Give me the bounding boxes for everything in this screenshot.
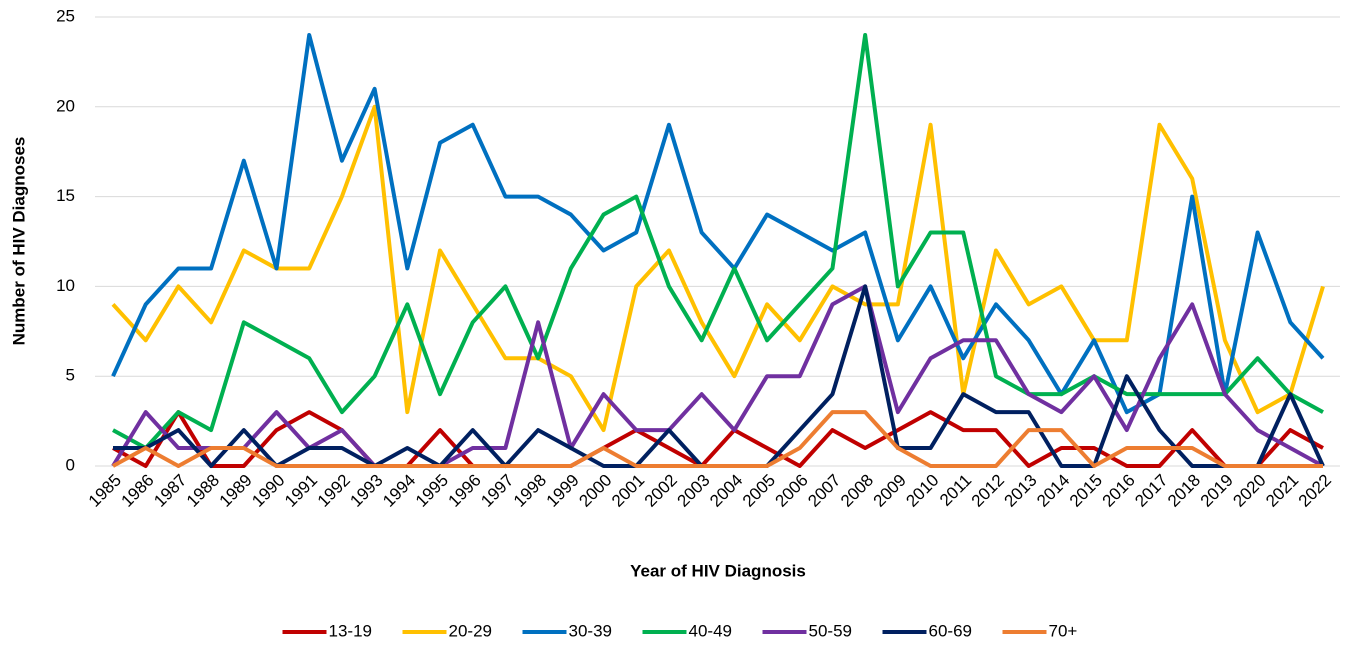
x-tick-label: 2019: [1197, 471, 1237, 511]
x-tick-label: 1995: [412, 471, 452, 511]
y-tick-label: 5: [66, 366, 75, 385]
x-tick-label: 2017: [1131, 471, 1171, 511]
x-tick-label: 2003: [673, 471, 713, 511]
x-tick-label: 1988: [183, 471, 223, 511]
x-tick-label: 1997: [477, 471, 517, 511]
x-tick-label: 1990: [248, 471, 288, 511]
x-tick-label: 2000: [575, 471, 615, 511]
x-tick-label: 2014: [1033, 471, 1073, 511]
x-axis-title: Year of HIV Diagnosis: [630, 561, 806, 580]
legend-label: 70+: [1049, 621, 1078, 640]
x-tick-label: 2005: [739, 471, 779, 511]
x-tick-label: 2010: [902, 471, 942, 511]
x-tick-label: 1986: [118, 471, 158, 511]
x-tick-label: 2022: [1295, 471, 1335, 511]
legend-label: 40-49: [689, 621, 732, 640]
x-tick-label: 1996: [445, 471, 485, 511]
x-tick-label: 2013: [1000, 471, 1040, 511]
y-tick-label: 0: [66, 455, 75, 474]
x-tick-label: 2018: [1164, 471, 1204, 511]
data-line: [112, 410, 1323, 468]
x-tick-label: 2015: [1066, 471, 1106, 511]
x-tick-label: 1993: [346, 471, 386, 511]
y-tick-label: 20: [56, 96, 75, 115]
x-tick-label: 1999: [543, 471, 583, 511]
x-tick-label: 2021: [1262, 471, 1302, 511]
y-tick-label: 25: [56, 6, 75, 25]
x-tick-label: 2006: [772, 471, 812, 511]
x-tick-label: 2004: [706, 471, 746, 511]
legend-label: 30-39: [569, 621, 612, 640]
x-tick-label: 2011: [936, 471, 975, 510]
x-tick-label: 2016: [1099, 471, 1139, 511]
data-line: [111, 104, 1325, 433]
x-tick-label: 2008: [837, 471, 877, 511]
legend-label: 13-19: [329, 621, 372, 640]
legend-label: 20-29: [449, 621, 492, 640]
x-tick-label: 1992: [314, 471, 354, 511]
x-tick-label: 1987: [150, 471, 190, 511]
legend-label: 60-69: [929, 621, 972, 640]
x-tick-label: 1991: [281, 471, 321, 511]
x-tick-label: 2009: [870, 471, 910, 511]
data-line: [112, 410, 1324, 468]
x-tick-label: 2012: [968, 471, 1008, 511]
y-tick-label: 15: [56, 186, 75, 205]
data-line: [111, 32, 1325, 415]
y-tick-label: 10: [56, 276, 75, 295]
y-axis-title: Number of HIV Diagnoses: [9, 137, 28, 346]
x-tick-label: 2020: [1229, 471, 1269, 511]
x-tick-label: 2002: [641, 471, 681, 511]
legend-label: 50-59: [809, 621, 852, 640]
x-tick-label: 1989: [216, 471, 256, 511]
data-line: [111, 284, 1324, 468]
x-tick-label: 1994: [379, 471, 419, 511]
x-tick-label: 1998: [510, 471, 550, 511]
x-tick-label: 1985: [85, 471, 125, 511]
x-tick-label: 2007: [804, 471, 844, 511]
x-tick-label: 2001: [608, 471, 648, 511]
